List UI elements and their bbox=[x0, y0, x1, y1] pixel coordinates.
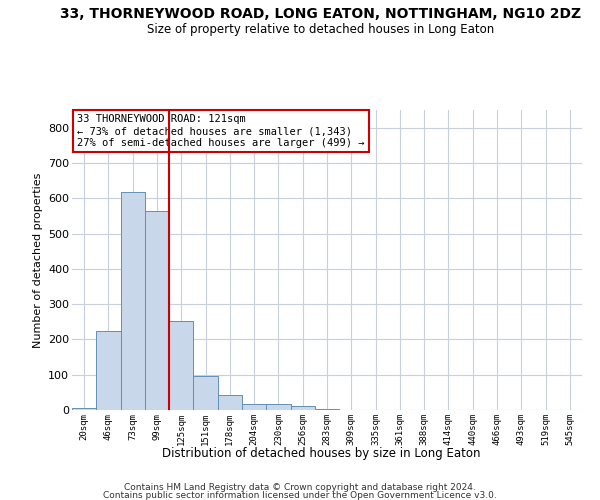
Bar bbox=[218, 395, 242, 410]
Bar bbox=[72, 408, 96, 410]
Bar bbox=[169, 321, 193, 410]
Bar bbox=[145, 210, 169, 410]
Bar bbox=[193, 376, 218, 410]
Text: 33 THORNEYWOOD ROAD: 121sqm
← 73% of detached houses are smaller (1,343)
27% of : 33 THORNEYWOOD ROAD: 121sqm ← 73% of det… bbox=[77, 114, 365, 148]
Text: Contains public sector information licensed under the Open Government Licence v3: Contains public sector information licen… bbox=[103, 491, 497, 500]
Bar bbox=[242, 404, 266, 410]
Bar bbox=[121, 192, 145, 410]
Bar bbox=[315, 408, 339, 410]
Y-axis label: Number of detached properties: Number of detached properties bbox=[32, 172, 43, 348]
Text: 33, THORNEYWOOD ROAD, LONG EATON, NOTTINGHAM, NG10 2DZ: 33, THORNEYWOOD ROAD, LONG EATON, NOTTIN… bbox=[61, 8, 581, 22]
Bar bbox=[266, 404, 290, 410]
Bar bbox=[96, 330, 121, 410]
Text: Size of property relative to detached houses in Long Eaton: Size of property relative to detached ho… bbox=[148, 22, 494, 36]
Text: Distribution of detached houses by size in Long Eaton: Distribution of detached houses by size … bbox=[162, 448, 480, 460]
Bar bbox=[290, 406, 315, 410]
Text: Contains HM Land Registry data © Crown copyright and database right 2024.: Contains HM Land Registry data © Crown c… bbox=[124, 482, 476, 492]
